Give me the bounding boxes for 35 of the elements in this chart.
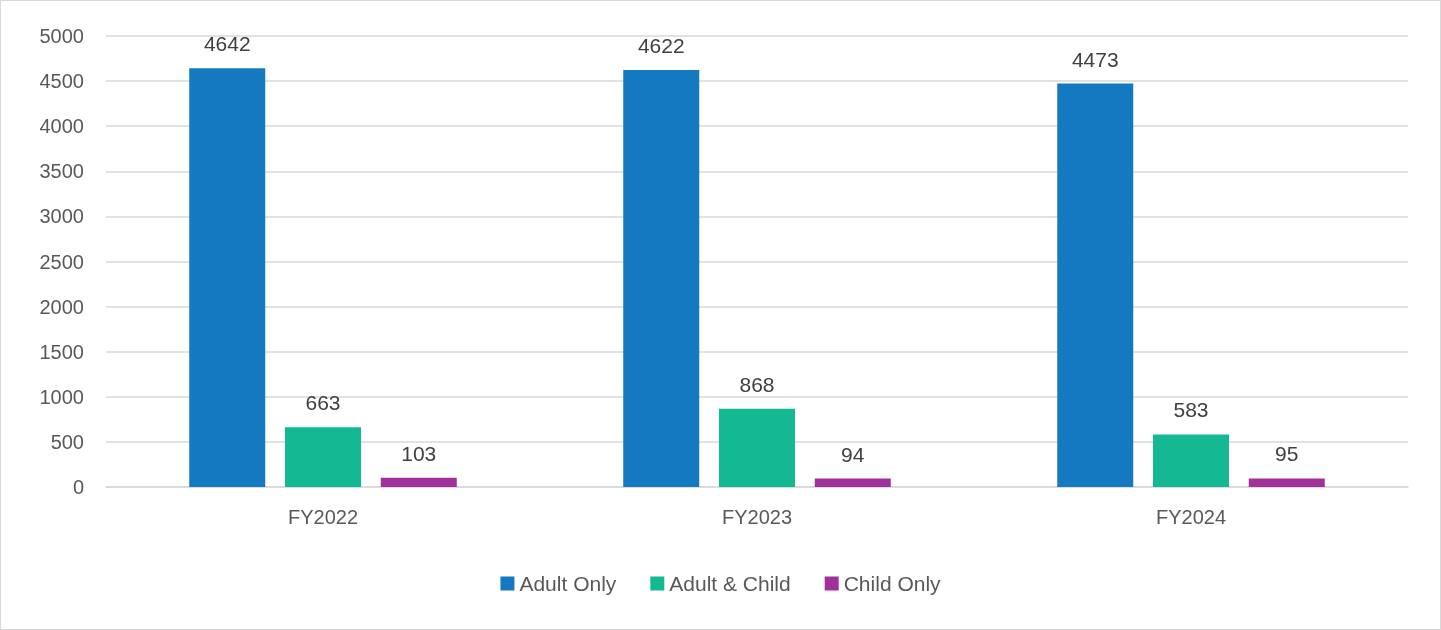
data-label: 663: [305, 391, 341, 415]
x-tick-label: FY2023: [721, 506, 793, 528]
y-tick-label: 1500: [39, 340, 84, 363]
bar: [285, 427, 361, 487]
data-label: 583: [1173, 398, 1209, 422]
bar: [623, 70, 700, 487]
y-tick-label: 3000: [39, 205, 84, 228]
bar: [1057, 83, 1134, 487]
legend-label: Adult & Child: [669, 572, 791, 595]
data-label: 95: [1275, 442, 1299, 466]
bar: [814, 478, 891, 487]
data-label: 103: [401, 441, 437, 465]
legend-label: Adult Only: [519, 572, 617, 595]
bar: [1248, 478, 1325, 487]
data-label: 4622: [637, 34, 685, 58]
y-tick-label: 5000: [39, 25, 84, 47]
y-tick-label: 3500: [39, 160, 84, 183]
y-tick-label: 4500: [39, 70, 84, 93]
data-label: 4473: [1071, 47, 1119, 71]
data-label: 868: [739, 372, 775, 396]
bar: [380, 477, 457, 487]
y-tick-label: 500: [50, 430, 84, 453]
data-label: 94: [841, 442, 865, 466]
bar: [189, 68, 266, 487]
bar: [719, 408, 795, 487]
bar: [1153, 434, 1229, 487]
y-tick-label: 0: [72, 476, 84, 498]
y-tick-label: 2500: [39, 250, 84, 273]
y-tick-label: 4000: [39, 115, 84, 138]
x-tick-label: FY2022: [287, 506, 359, 528]
data-label: 4642: [203, 32, 251, 56]
y-tick-label: 2000: [39, 295, 84, 318]
legend-label: Child Only: [843, 572, 942, 595]
y-tick-label: 1000: [39, 385, 84, 408]
x-tick-label: FY2024: [1155, 506, 1227, 528]
